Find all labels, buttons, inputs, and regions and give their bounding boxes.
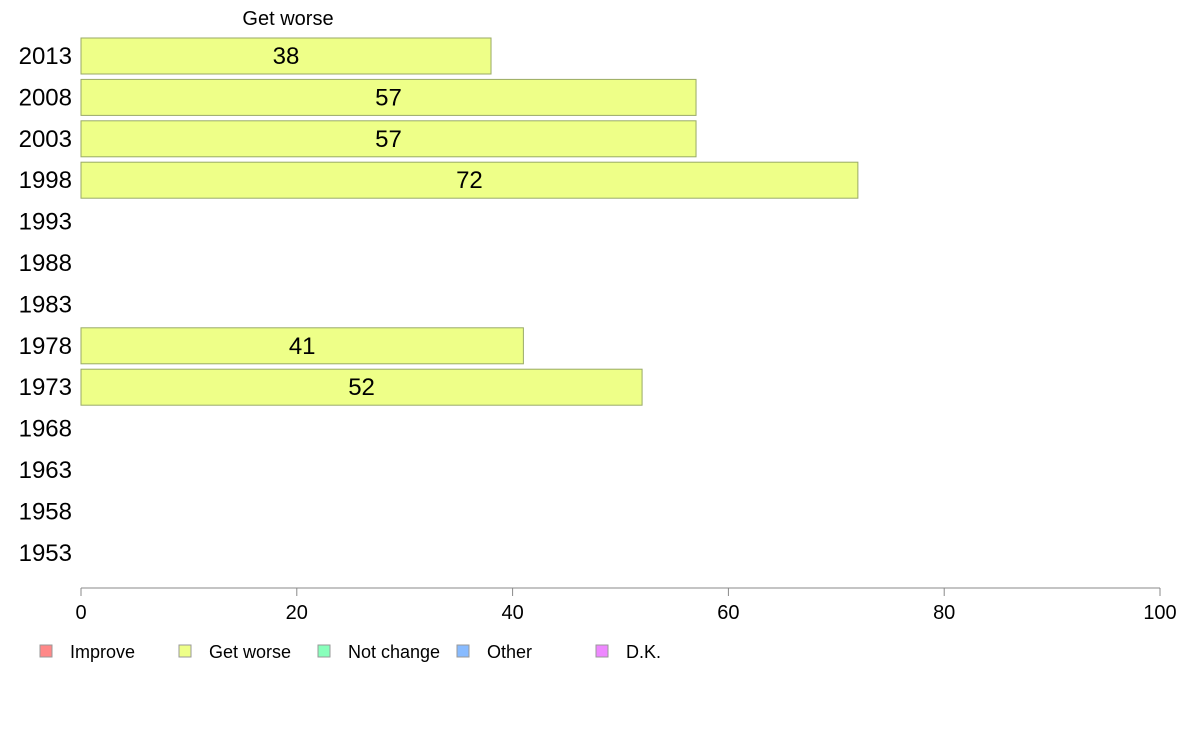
bar — [80, 368, 643, 406]
y-tick-label: 1998 — [19, 167, 72, 194]
x-tick-label: 0 — [75, 602, 86, 624]
legend-label: Improve — [70, 642, 135, 662]
x-tick-label: 60 — [717, 602, 739, 624]
legend-label: D.K. — [626, 642, 661, 662]
legend-label: Not change — [348, 642, 440, 662]
bar — [80, 120, 697, 158]
bar-value-label: 41 — [289, 333, 316, 360]
x-tick-label: 80 — [933, 602, 955, 624]
bar-value-label: 57 — [375, 84, 402, 111]
legend-label: Get worse — [209, 642, 291, 662]
y-tick-label: 2008 — [19, 84, 72, 111]
y-axis-labels: 2013 2008 2003 1998 1993 1988 1983 1978 1973 1968… — [19, 43, 72, 567]
bar-value-label: 72 — [456, 167, 483, 194]
y-tick-label: 1973 — [19, 374, 72, 401]
y-tick-label: 1953 — [19, 540, 72, 567]
bar — [80, 161, 859, 199]
series-title: Get worse — [242, 8, 333, 30]
x-tick-label: 100 — [1143, 602, 1176, 624]
bar — [80, 37, 492, 75]
legend-swatch — [317, 644, 331, 658]
y-tick-label: 1968 — [19, 416, 72, 443]
legend-swatch — [456, 644, 470, 658]
bar-value-label: 52 — [348, 374, 375, 401]
bar-value-label: 57 — [375, 126, 402, 153]
legend: Improve Get worse Not change Other D.K. — [39, 642, 661, 662]
bar — [80, 327, 524, 365]
y-tick-label: 1963 — [19, 457, 72, 484]
y-tick-label: 1978 — [19, 333, 72, 360]
y-tick-label: 1958 — [19, 498, 72, 525]
legend-swatch — [178, 644, 192, 658]
bars-group: 38 57 57 72 41 52 — [80, 37, 859, 406]
y-tick-label: 2013 — [19, 43, 72, 70]
bar-value-label: 38 — [273, 43, 300, 70]
legend-label: Other — [487, 642, 532, 662]
y-tick-label: 2003 — [19, 126, 72, 153]
x-tick-label: 20 — [286, 602, 308, 624]
legend-swatch — [39, 644, 53, 658]
x-tick-label: 40 — [501, 602, 523, 624]
y-tick-label: 1983 — [19, 291, 72, 318]
y-tick-label: 1988 — [19, 250, 72, 277]
legend-swatch — [595, 644, 609, 658]
y-tick-label: 1993 — [19, 209, 72, 236]
bar — [80, 78, 697, 116]
x-axis-ticks: 0 20 40 60 80 100 — [75, 588, 1177, 624]
